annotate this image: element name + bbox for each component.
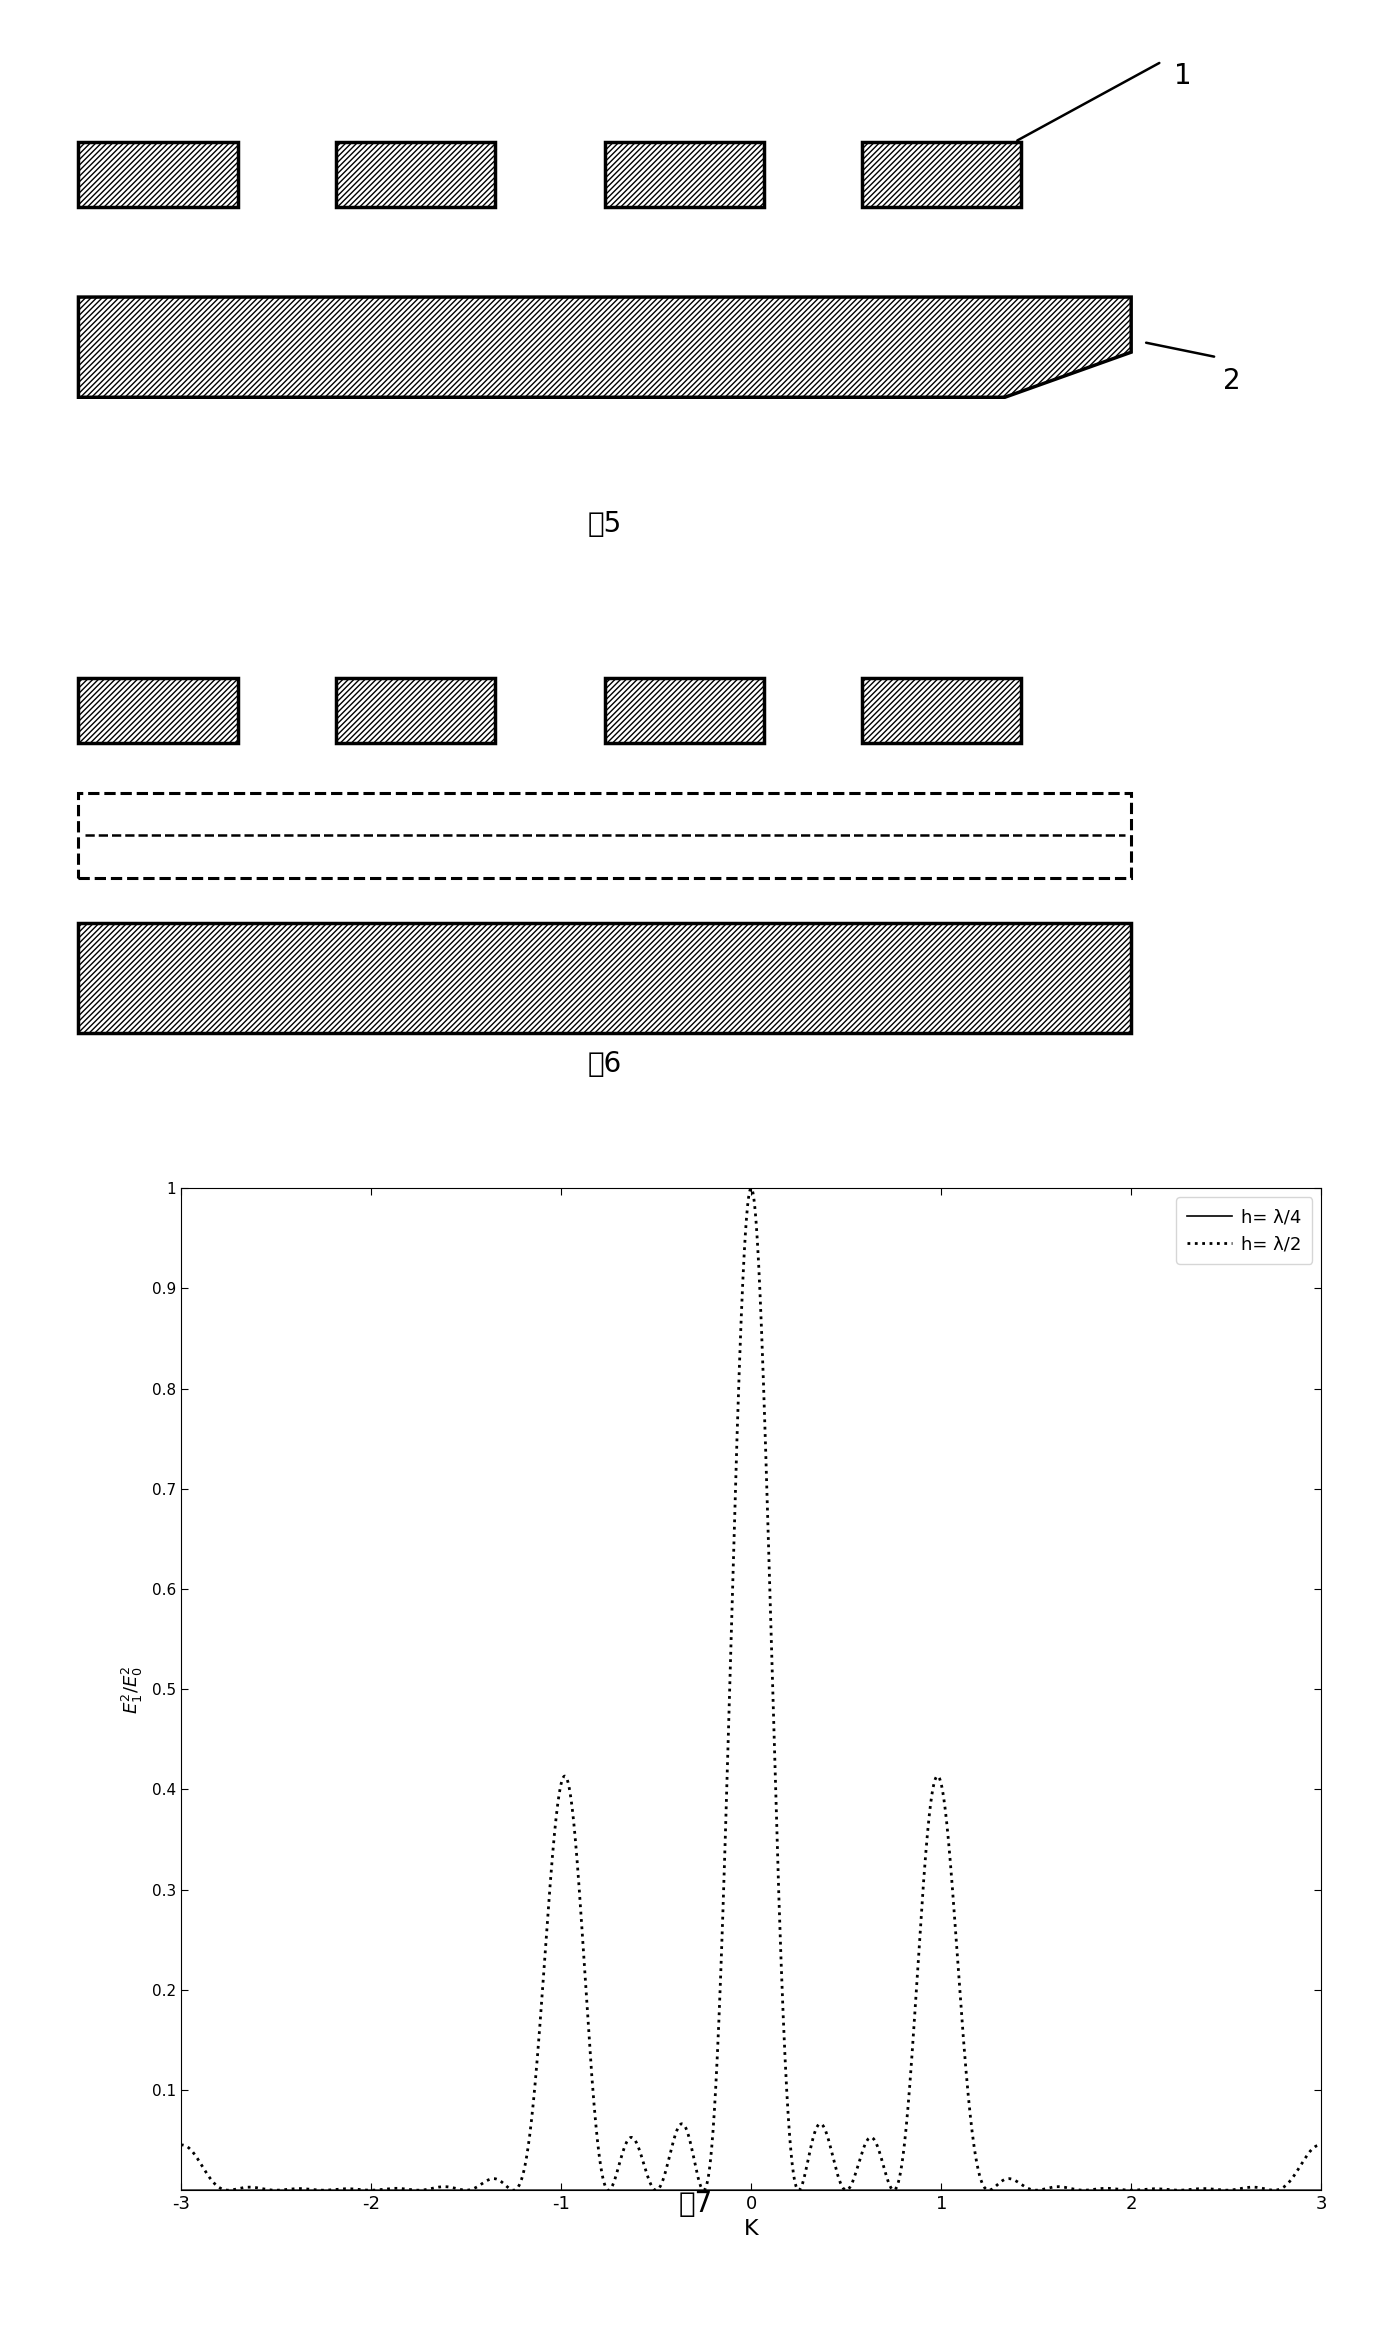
Bar bbox=[335, 142, 495, 207]
h= λ/2 bbox=[743, 1174, 759, 1202]
h= λ/4 bbox=[743, 2176, 759, 2204]
h= λ/4 bbox=[1079, 2176, 1096, 2204]
h= λ/4 bbox=[586, 2176, 602, 2204]
Legend: h= λ/4, h= λ/2: h= λ/4, h= λ/2 bbox=[1177, 1198, 1313, 1263]
Bar bbox=[78, 678, 238, 743]
h= λ/2 bbox=[586, 2088, 602, 2116]
Bar bbox=[78, 142, 238, 207]
Bar bbox=[862, 678, 1021, 743]
X-axis label: K: K bbox=[744, 2218, 758, 2239]
Bar bbox=[862, 142, 1021, 207]
Text: 图6: 图6 bbox=[587, 1051, 622, 1079]
h= λ/4 bbox=[172, 2176, 189, 2204]
h= λ/4 bbox=[1313, 2176, 1330, 2204]
Bar bbox=[862, 142, 1021, 207]
Bar bbox=[605, 678, 764, 743]
h= λ/4 bbox=[1170, 2176, 1187, 2204]
h= λ/4 bbox=[847, 2176, 864, 2204]
h= λ/2 bbox=[1018, 2174, 1035, 2202]
h= λ/4 bbox=[897, 2176, 914, 2204]
Bar bbox=[78, 142, 238, 207]
Bar bbox=[78, 923, 1131, 1032]
Text: 图5: 图5 bbox=[587, 510, 622, 538]
Text: 图7: 图7 bbox=[679, 2190, 712, 2218]
Y-axis label: $E_1^2/E_0^2$: $E_1^2/E_0^2$ bbox=[120, 1666, 145, 1713]
Bar bbox=[78, 923, 1131, 1032]
Text: 1: 1 bbox=[1174, 61, 1192, 89]
Bar bbox=[78, 678, 238, 743]
Line: h= λ/2: h= λ/2 bbox=[181, 1188, 1321, 2190]
Bar bbox=[605, 142, 764, 207]
h= λ/2 bbox=[230, 2174, 246, 2202]
Bar bbox=[605, 142, 764, 207]
Text: 2: 2 bbox=[1223, 368, 1241, 396]
h= λ/2 bbox=[1170, 2176, 1187, 2204]
Bar bbox=[335, 678, 495, 743]
Bar bbox=[335, 142, 495, 207]
Bar bbox=[335, 678, 495, 743]
h= λ/2 bbox=[1079, 2176, 1096, 2204]
Polygon shape bbox=[78, 296, 1131, 396]
Bar bbox=[78, 792, 1131, 878]
h= λ/4 bbox=[230, 2176, 246, 2204]
Bar bbox=[862, 678, 1021, 743]
h= λ/2 bbox=[847, 2158, 864, 2186]
Bar bbox=[605, 678, 764, 743]
h= λ/2 bbox=[1313, 2132, 1330, 2160]
h= λ/4 bbox=[1018, 2176, 1035, 2204]
h= λ/2 bbox=[897, 2118, 914, 2146]
h= λ/2 bbox=[172, 2132, 189, 2160]
